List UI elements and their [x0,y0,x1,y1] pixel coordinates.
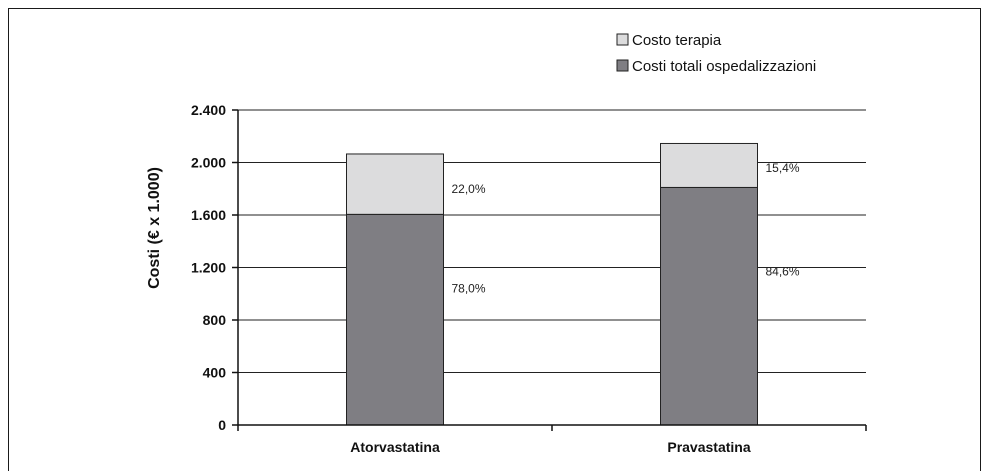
y-tick-label: 800 [203,312,227,328]
y-tick-label: 1.200 [191,260,226,276]
legend: Costo terapia Costi totali ospedalizzazio… [616,32,816,75]
legend-swatch [616,59,629,72]
legend-label: Costi totali ospedalizzazioni [632,58,816,75]
x-tick-label: Pravastatina [667,439,750,455]
y-tick-label: 2.400 [191,102,226,118]
bars [346,142,758,426]
data-label: 84,6% [766,264,800,278]
legend-swatch [616,33,629,46]
data-label: 78,0% [452,281,486,295]
y-tick-label: 0 [218,417,226,433]
bar-segment [346,213,444,426]
data-label: 22,0% [452,182,486,196]
y-tick-label: 400 [203,365,227,381]
gridlines [238,109,866,373]
stacked-bar-chart: 0 400 800 1.200 1.600 2.000 2.400 Atorvastatina… [146,32,867,455]
axes: 0 400 800 1.200 1.600 2.000 2.400 Atorvastatina… [191,102,867,455]
chart-frame: 0 400 800 1.200 1.600 2.000 2.400 Atorvastatina… [8,8,981,471]
y-axis-title: Costi (€ x 1.000) [146,167,163,289]
legend-label: Costo terapia [632,32,722,49]
x-tick-label: Atorvastatina [350,439,440,455]
data-labels: 78,0% 22,0% 84,6% 15,4% [452,161,800,295]
y-tick-label: 1.600 [191,207,226,223]
bar-segment [346,153,444,215]
data-label: 15,4% [766,161,800,175]
bar-segment [660,142,758,188]
y-tick-label: 2.000 [191,155,226,171]
bar-segment [660,186,758,426]
